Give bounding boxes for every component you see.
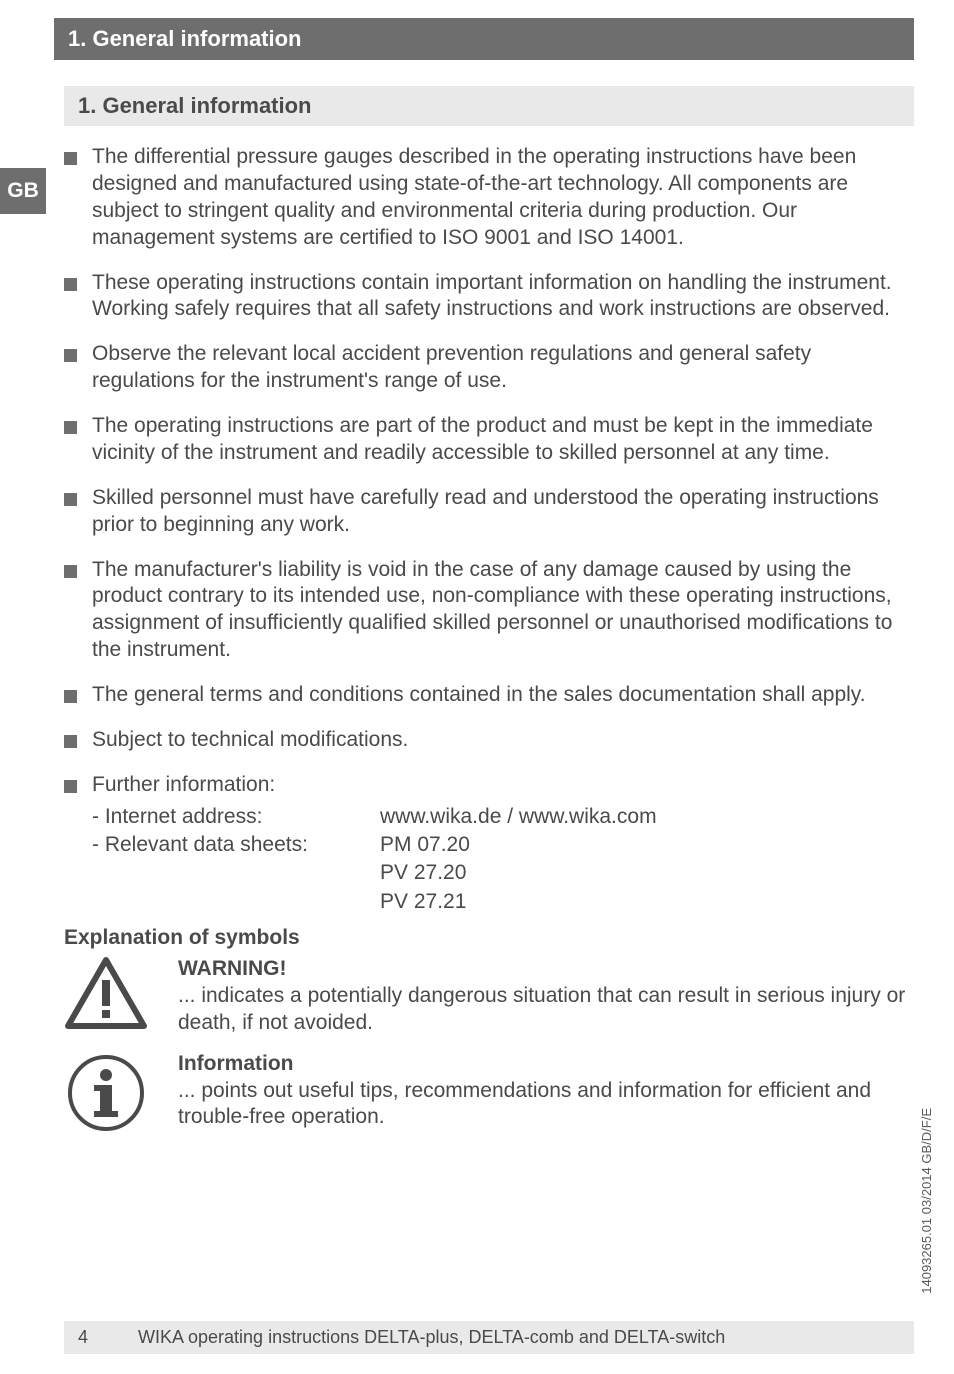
page-number: 4 [78,1327,138,1348]
warning-triangle-icon [64,956,148,1030]
bullet-list: The differential pressure gauges describ… [64,144,914,799]
symbol-warning-text: WARNING! ... indicates a potentially dan… [178,956,914,1037]
further-info-row: PV 27.21 [92,888,914,916]
further-info-label: - Internet address: [92,803,380,831]
further-info-row: - Internet address: www.wika.de / www.wi… [92,803,914,831]
symbol-info-text: Information ... points out useful tips, … [178,1051,914,1135]
bullet-text: The operating instructions are part of t… [92,414,873,464]
further-info: - Internet address: www.wika.de / www.wi… [64,803,914,916]
side-document-id: 14093265.01 03/2014 GB/D/F/E [919,1108,934,1294]
bullet-item: The manufacturer's liability is void in … [64,557,914,665]
page-footer: 4 WIKA operating instructions DELTA-plus… [0,1321,954,1354]
bullet-text: The general terms and conditions contain… [92,683,866,706]
further-info-value: www.wika.de / www.wika.com [380,803,657,831]
bullet-text: The differential pressure gauges describ… [92,145,856,249]
symbol-info-title: Information [178,1051,914,1078]
bullet-item: Observe the relevant local accident prev… [64,341,914,395]
bullet-text: Subject to technical modifications. [92,728,408,751]
section-title: 1. General information [78,93,312,118]
bullet-text: Observe the relevant local accident prev… [92,342,811,392]
further-info-label: - Relevant data sheets: [92,831,380,859]
info-circle-icon [64,1051,148,1135]
bullet-item: The differential pressure gauges describ… [64,144,914,252]
symbol-warning: WARNING! ... indicates a potentially dan… [64,956,914,1037]
further-info-row: - Relevant data sheets: PM 07.20 [92,831,914,859]
further-info-label [92,859,380,887]
bullet-item: The operating instructions are part of t… [64,413,914,467]
bullet-text: Further information: [92,773,275,796]
symbol-info: Information ... points out useful tips, … [64,1051,914,1135]
symbol-warning-title: WARNING! [178,956,914,983]
bullet-item: Skilled personnel must have carefully re… [64,485,914,539]
section-title-bar: 1. General information [64,86,914,126]
bullet-item: The general terms and conditions contain… [64,682,914,709]
language-tab-label: GB [7,179,39,203]
bullet-text: Skilled personnel must have carefully re… [92,486,879,536]
bullet-text: The manufacturer's liability is void in … [92,558,892,662]
page-header-bar: 1. General information [54,18,914,60]
bullet-item: These operating instructions contain imp… [64,270,914,324]
language-tab: GB [0,168,46,214]
symbols-heading: Explanation of symbols [64,926,914,950]
further-info-value: PV 27.20 [380,859,466,887]
bullet-item: Further information: [64,772,914,799]
further-info-value: PV 27.21 [380,888,466,916]
symbol-warning-body: ... indicates a potentially dangerous si… [178,984,905,1034]
further-info-label [92,888,380,916]
footer-text: WIKA operating instructions DELTA-plus, … [138,1327,725,1348]
further-info-row: PV 27.20 [92,859,914,887]
symbol-info-body: ... points out useful tips, recommendati… [178,1079,871,1129]
footer-bar: 4 WIKA operating instructions DELTA-plus… [64,1321,914,1354]
bullet-text: These operating instructions contain imp… [92,271,892,321]
further-info-value: PM 07.20 [380,831,470,859]
page: 1. General information 1. General inform… [0,0,954,1374]
bullet-item: Subject to technical modifications. [64,727,914,754]
page-header-title: 1. General information [68,26,302,51]
